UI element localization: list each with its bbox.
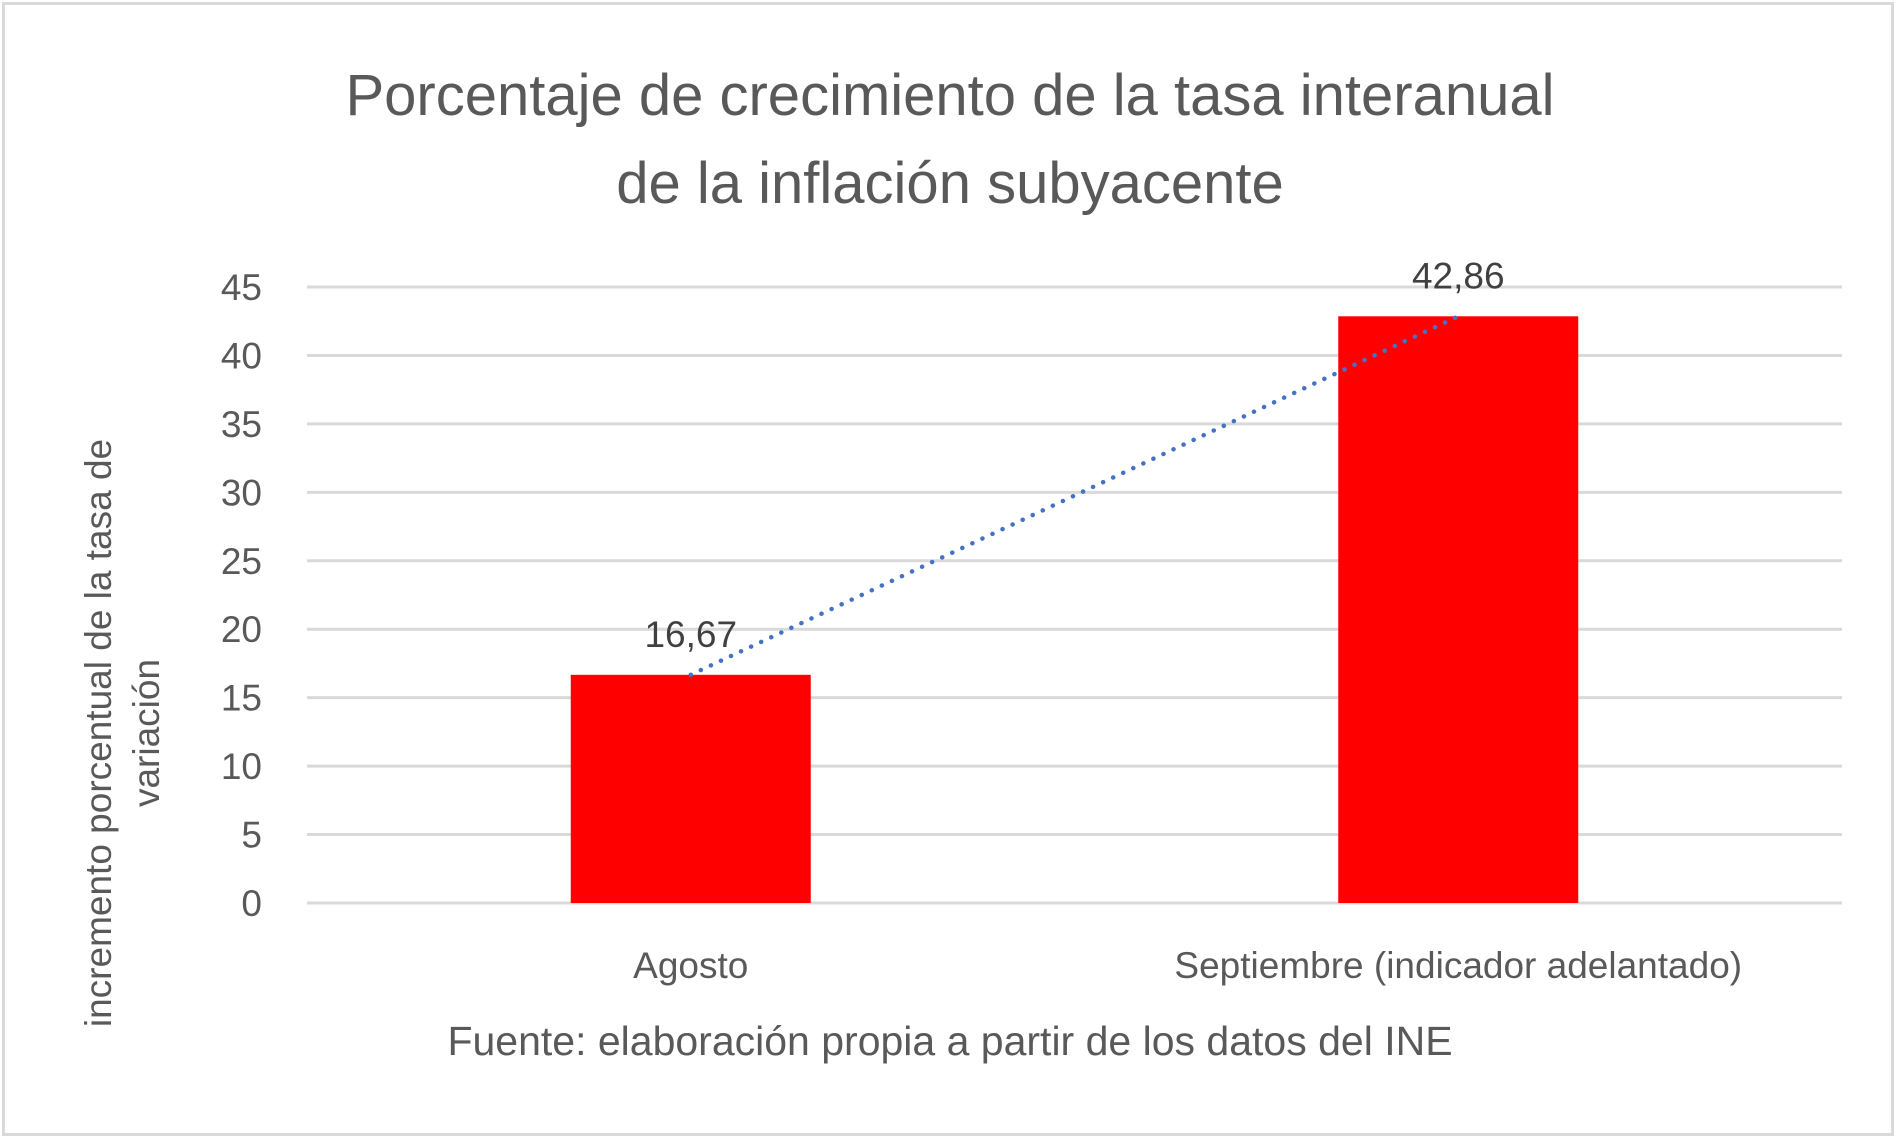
y-tick-label: 20	[221, 609, 262, 650]
chart-title-line-1: Porcentaje de crecimiento de la tasa int…	[345, 63, 1555, 128]
y-tick-label: 10	[221, 746, 262, 787]
y-tick-label: 15	[221, 678, 262, 719]
y-tick-label: 25	[221, 541, 262, 582]
y-tick-label: 5	[241, 815, 262, 856]
y-tick-label: 0	[241, 883, 262, 924]
y-tick-label: 45	[221, 267, 262, 308]
bar	[570, 674, 811, 903]
data-label: 16,67	[644, 614, 737, 655]
y-tick-label: 40	[221, 335, 262, 376]
x-axis-title: Fuente: elaboración propia a partir de l…	[447, 1018, 1453, 1064]
data-label: 42,86	[1412, 255, 1505, 296]
x-tick-label: Agosto	[633, 945, 748, 986]
trendline	[688, 314, 1461, 678]
bar	[1338, 316, 1579, 904]
y-tick-label: 30	[221, 472, 262, 513]
chart-title: Porcentaje de crecimiento de la tasa int…	[0, 52, 1900, 228]
chart-title-line-2: de la inflación subyacente	[616, 151, 1284, 216]
y-tick-label: 35	[221, 404, 262, 445]
x-tick-label: Septiembre (indicador adelantado)	[1174, 945, 1742, 986]
